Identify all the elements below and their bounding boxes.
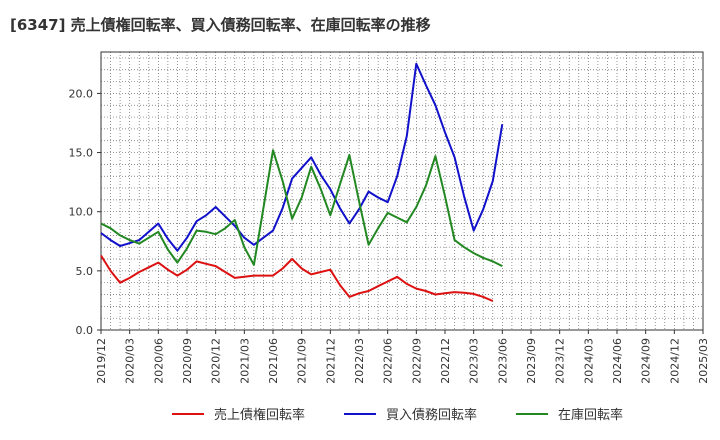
- legend-label-1: 売上債権回転率: [214, 407, 305, 423]
- y-tick-label: 10.0: [69, 206, 94, 219]
- x-tick-label: 2023/06: [496, 338, 509, 384]
- x-tick-label: 2021/03: [238, 338, 251, 384]
- x-tick-label: 2022/09: [410, 338, 423, 384]
- x-tick-label: 2023/03: [468, 338, 481, 384]
- plot-border: [100, 51, 704, 331]
- series-line-2: [100, 62, 504, 252]
- x-tick-label: 2022/12: [439, 338, 452, 384]
- x-tick-label: 2022/03: [353, 338, 366, 384]
- x-tick-label: 2023/12: [554, 338, 567, 384]
- series-line-1: [100, 254, 494, 302]
- plot-area: [101, 52, 703, 330]
- x-tick-label: 2020/09: [181, 338, 194, 384]
- y-tick-label: 5.0: [76, 265, 94, 278]
- x-tick-label: 2021/12: [324, 338, 337, 384]
- x-tick-label: 2024/03: [582, 338, 595, 384]
- x-tick-label: 2024/06: [611, 338, 624, 384]
- x-tick-label: 2022/06: [382, 338, 395, 384]
- x-tick-label: 2025/03: [697, 338, 710, 384]
- x-tick-label: 2020/12: [210, 338, 223, 384]
- chart-title: [6347] 売上債権回転率、買入債務回転率、在庫回転率の推移: [10, 16, 431, 34]
- x-tick-label: 2024/09: [640, 338, 653, 384]
- x-tick-label: 2019/12: [95, 338, 108, 384]
- x-tick-label: 2020/03: [124, 338, 137, 384]
- x-tick-label: 2021/09: [296, 338, 309, 384]
- x-tick-label: 2020/06: [152, 338, 165, 384]
- x-tick-label: 2024/12: [668, 338, 681, 384]
- x-tick-label: 2023/09: [525, 338, 538, 384]
- x-tick-label: 2021/06: [267, 338, 280, 384]
- y-tick-label: 15.0: [69, 147, 94, 160]
- series-line-3: [100, 149, 503, 267]
- legend-label-2: 買入債務回転率: [386, 407, 477, 423]
- y-tick-label: 20.0: [69, 87, 94, 100]
- y-tick-label: 0.0: [76, 324, 94, 337]
- legend-label-3: 在庫回転率: [558, 407, 623, 423]
